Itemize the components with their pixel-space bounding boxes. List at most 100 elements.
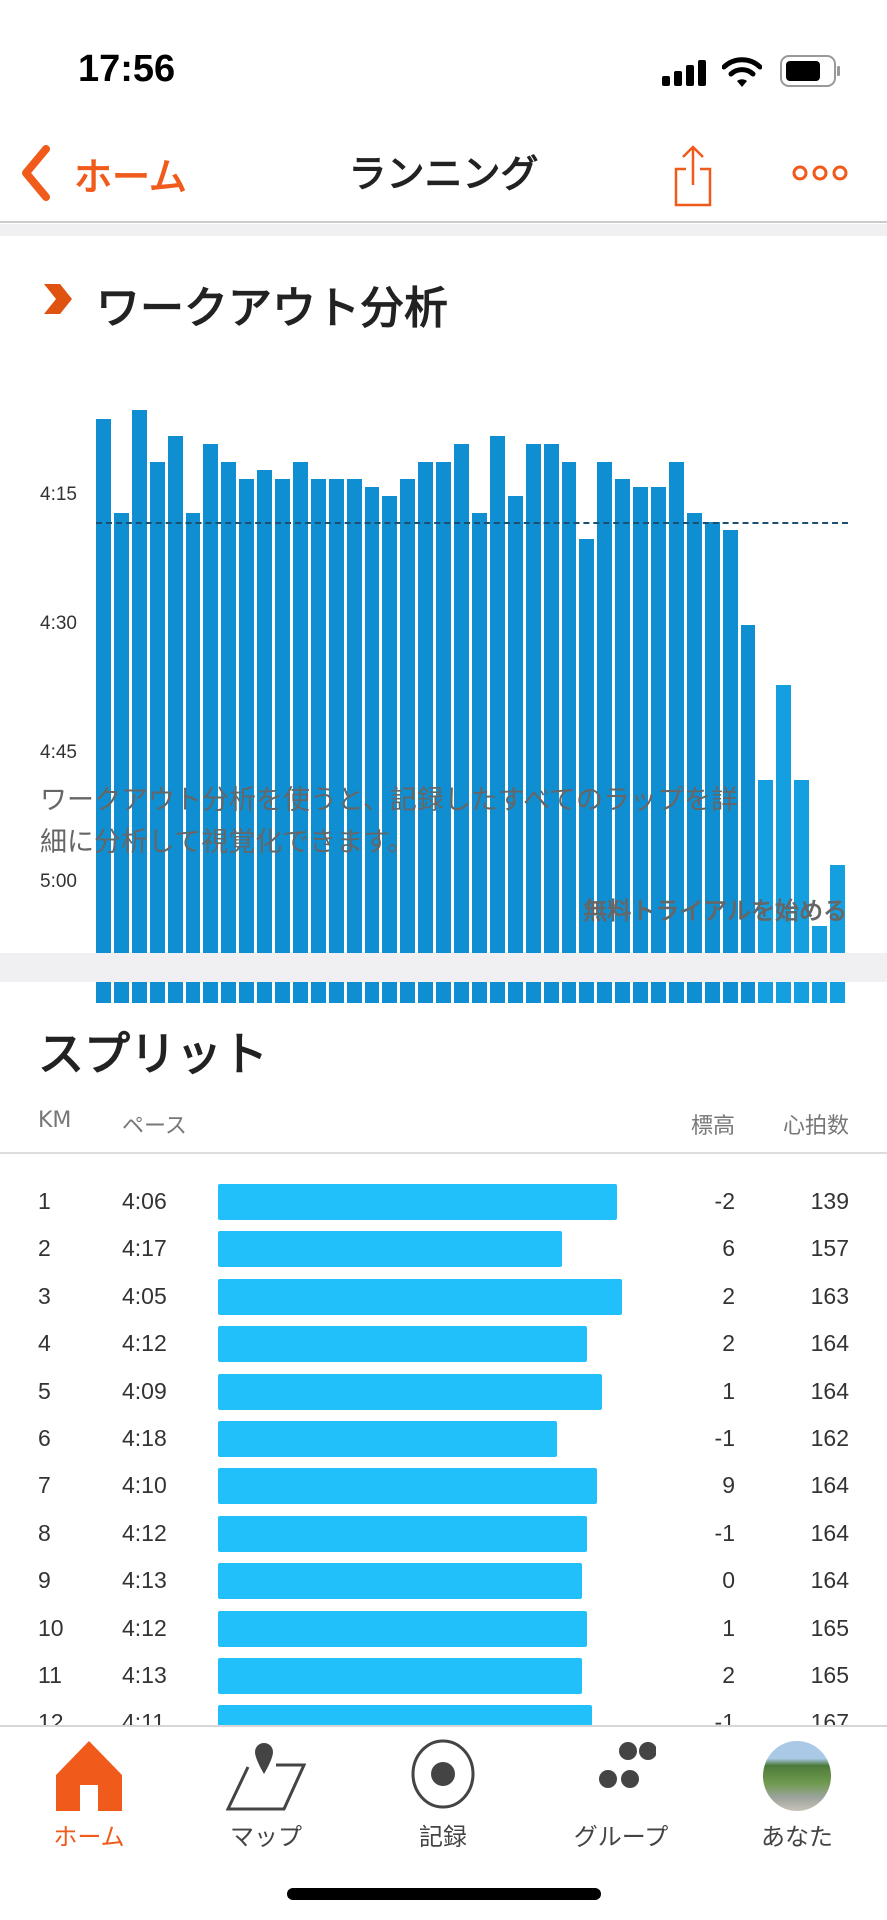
pace-bar <box>472 513 487 1003</box>
signal-icon <box>662 60 710 86</box>
average-pace-line <box>96 521 848 524</box>
splits-title: スプリット <box>38 1027 268 1081</box>
header-km: KM <box>38 1108 72 1133</box>
split-row: 1 4:06 -2 139 <box>0 1178 887 1225</box>
split-elevation: -1 <box>714 1519 735 1546</box>
split-pace-bar <box>218 1184 617 1220</box>
split-pace: 4:05 <box>122 1282 167 1309</box>
pace-bar <box>740 624 756 1003</box>
tab-you[interactable]: あなた <box>722 1737 872 1857</box>
split-heart-rate: 162 <box>810 1425 849 1451</box>
split-row: 3 4:05 2 163 <box>0 1273 887 1320</box>
split-pace: 4:13 <box>122 1567 167 1594</box>
split-pace-bar <box>218 1658 582 1694</box>
split-km: 4 <box>38 1330 51 1357</box>
pace-bar <box>794 779 810 1003</box>
split-heart-rate: 164 <box>810 1567 849 1594</box>
split-km: 12 <box>38 1709 64 1725</box>
split-pace-bar <box>218 1373 602 1410</box>
pace-bar <box>418 461 434 1003</box>
pace-bar <box>668 461 684 1003</box>
split-km: 8 <box>38 1519 51 1546</box>
split-km: 5 <box>38 1377 51 1404</box>
split-row: 6 4:18 -1 162 <box>0 1415 887 1462</box>
split-pace: 4:11 <box>122 1709 166 1725</box>
split-pace-bar <box>218 1610 587 1647</box>
back-label: ホーム <box>74 154 187 199</box>
pace-bar <box>328 478 344 1003</box>
split-row: 5 4:09 1 164 <box>0 1368 887 1415</box>
split-pace: 4:18 <box>122 1425 167 1451</box>
pace-bar <box>776 685 792 1003</box>
split-elevation: 1 <box>722 1614 735 1641</box>
split-heart-rate: 164 <box>810 1472 849 1499</box>
pace-bar <box>131 409 147 1003</box>
pace-bar <box>382 495 398 1003</box>
split-heart-rate: 164 <box>810 1377 849 1404</box>
more-options-button[interactable] <box>792 163 848 183</box>
start-trial-link[interactable]: 無料トライアルを始める <box>583 897 847 925</box>
home-icon <box>56 1741 122 1811</box>
section-divider <box>0 953 887 982</box>
tab-bar: ホーム マップ 記録 グループ あなた <box>0 1725 887 1920</box>
split-row: 9 4:13 0 164 <box>0 1557 887 1604</box>
tab-label: 記録 <box>419 1823 467 1851</box>
pace-bar <box>292 461 308 1003</box>
splits-list: 1 4:06 -2 139 2 4:17 6 157 3 4:05 2 163 4 4:12 2 164 5 4:… <box>0 1156 887 1725</box>
pace-bar <box>203 444 219 1003</box>
split-km: 9 <box>38 1567 51 1594</box>
split-elevation: -2 <box>714 1188 735 1214</box>
header-pace: ペース <box>122 1114 187 1139</box>
map-icon <box>225 1743 307 1811</box>
split-heart-rate: 165 <box>810 1662 849 1688</box>
split-pace: 4:12 <box>122 1614 167 1641</box>
section-divider <box>0 224 887 236</box>
description-line: 細に分析して視覚化できます。 <box>40 827 415 858</box>
split-elevation: -1 <box>714 1709 735 1725</box>
split-row: 4 4:12 2 164 <box>0 1320 887 1367</box>
chevron-badge-icon <box>42 282 74 320</box>
y-tick-label: 4:30 <box>40 612 77 634</box>
split-heart-rate: 165 <box>810 1614 849 1641</box>
split-elevation: 2 <box>722 1282 735 1309</box>
pace-bar <box>257 470 273 1003</box>
pace-bar <box>525 444 541 1003</box>
split-pace-bar <box>218 1326 587 1363</box>
share-button[interactable] <box>672 143 714 209</box>
tab-record[interactable]: 記録 <box>368 1737 518 1857</box>
tab-home[interactable]: ホーム <box>14 1737 164 1857</box>
home-indicator <box>287 1888 601 1900</box>
pace-bar <box>615 478 631 1003</box>
split-elevation: 2 <box>722 1330 735 1357</box>
split-heart-rate: 164 <box>810 1330 849 1357</box>
pace-bar <box>149 461 165 1003</box>
split-pace-bar <box>218 1421 557 1457</box>
pace-bar <box>239 478 255 1003</box>
split-elevation: 2 <box>722 1662 735 1688</box>
split-pace: 4:13 <box>122 1662 167 1688</box>
battery-icon <box>780 54 842 88</box>
tab-label: グループ <box>573 1823 669 1851</box>
pace-bar <box>96 418 111 1003</box>
more-icon <box>792 165 848 181</box>
pace-bar <box>633 487 649 1003</box>
pace-bar <box>400 478 416 1003</box>
header-heart-rate: 心拍数 <box>782 1114 849 1139</box>
split-pace: 4:12 <box>122 1330 167 1357</box>
tab-map[interactable]: マップ <box>191 1737 341 1857</box>
split-km: 7 <box>38 1472 51 1499</box>
pace-bar <box>275 478 290 1003</box>
tab-groups[interactable]: グループ <box>546 1737 696 1857</box>
pace-bar <box>310 478 326 1003</box>
pace-bar <box>364 487 380 1003</box>
split-pace-bar <box>218 1468 597 1505</box>
split-pace: 4:06 <box>122 1188 167 1214</box>
y-tick-label: 4:45 <box>40 741 77 763</box>
split-elevation: 0 <box>722 1567 735 1594</box>
navigation-bar: ホーム ランニング <box>0 125 887 223</box>
analysis-description: ワークアウト分析を使うと、記録したすべてのラップを詳 細に分析して視覚化できます… <box>40 780 738 864</box>
back-button[interactable]: ホーム <box>18 143 187 203</box>
split-km: 2 <box>38 1235 51 1262</box>
split-row: 11 4:13 2 165 <box>0 1652 887 1699</box>
split-km: 6 <box>38 1425 51 1451</box>
